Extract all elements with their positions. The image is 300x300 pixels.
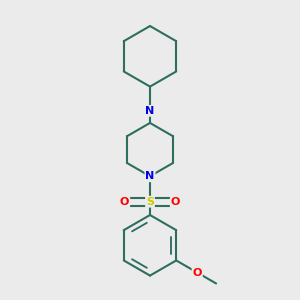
Text: O: O — [120, 197, 129, 207]
Text: N: N — [146, 106, 154, 116]
Text: O: O — [193, 268, 202, 278]
Text: O: O — [171, 197, 180, 207]
Text: N: N — [146, 171, 154, 181]
Text: S: S — [146, 197, 154, 207]
